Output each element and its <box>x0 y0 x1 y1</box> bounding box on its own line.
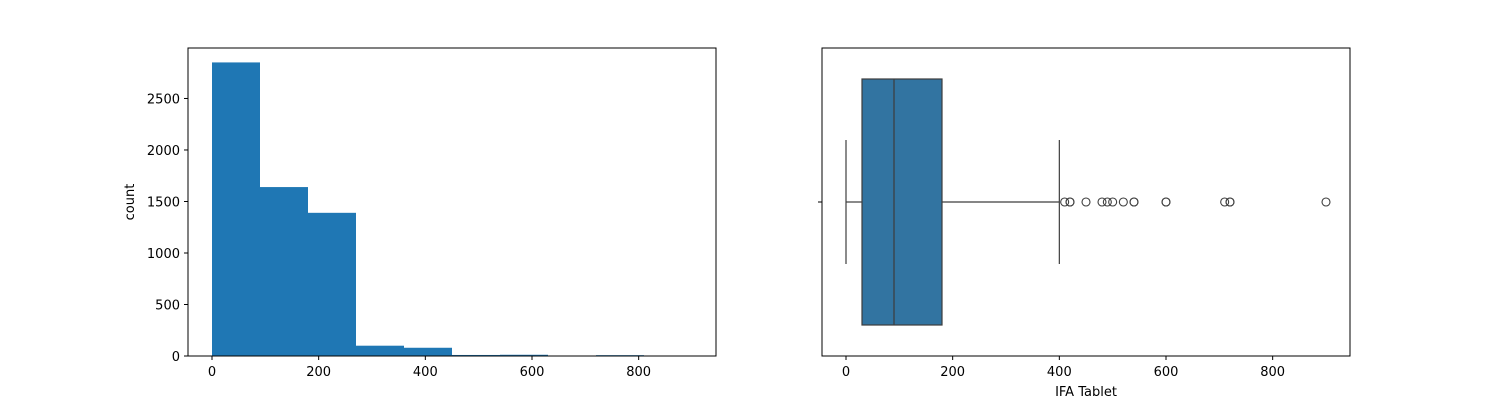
histogram-bar-3 <box>356 345 404 356</box>
boxplot-outlier-14 <box>1225 197 1235 207</box>
histogram-bars <box>212 62 692 356</box>
boxplot-x-tick-label: 0 <box>842 365 850 380</box>
histogram-x-ticks: 0 200 400 600 800 <box>208 356 651 380</box>
histogram-bar-5 <box>452 354 500 356</box>
histogram-y-tick-label: 2000 <box>147 144 180 159</box>
histogram-y-tick-label: 500 <box>155 298 180 313</box>
histogram-x-tick-label: 600 <box>520 365 545 380</box>
histogram-x-tick-label: 200 <box>306 365 331 380</box>
boxplot-panel: 0 200 400 600 800 IFA Tablet <box>818 47 1351 400</box>
boxplot-outlier-7 <box>1118 197 1128 207</box>
histogram-y-ticks: 0 500 1000 1500 2000 2500 <box>147 92 188 365</box>
boxplot-outlier-11 <box>1161 197 1171 207</box>
boxplot-x-tick-label: 400 <box>1047 365 1072 380</box>
boxplot-x-tick-label: 200 <box>940 365 965 380</box>
histogram-bar-1 <box>260 187 308 356</box>
boxplot-x-tick-label: 600 <box>1154 365 1179 380</box>
boxplot-box <box>861 78 943 326</box>
histogram-bar-0 <box>212 62 260 356</box>
histogram-bar-6 <box>500 354 548 356</box>
histogram-x-tick-label: 800 <box>626 365 651 380</box>
histogram-axes-frame <box>187 47 717 357</box>
boxplot-outlier-5 <box>1102 197 1112 207</box>
histogram-y-tick-label: 0 <box>172 350 180 365</box>
boxplot-outlier-6 <box>1108 197 1118 207</box>
boxplot-outlier-9 <box>1129 197 1139 207</box>
histogram-y-tick-label: 1500 <box>147 195 180 210</box>
histogram-y-tick-label: 2500 <box>147 92 180 107</box>
histogram-x-tick-label: 0 <box>208 365 216 380</box>
histogram-y-tick-label: 1000 <box>147 247 180 262</box>
boxplot-outlier-3 <box>1081 197 1091 207</box>
boxplot-elements <box>845 78 1331 326</box>
boxplot-x-ticks: 0 200 400 600 800 <box>842 356 1285 380</box>
boxplot-outlier-12 <box>1220 197 1230 207</box>
histogram-bar-2 <box>308 212 356 356</box>
boxplot-x-axis-label: IFA Tablet <box>1055 385 1117 400</box>
boxplot-outlier-0 <box>1060 197 1070 207</box>
histogram-y-axis-label: count <box>123 184 138 221</box>
boxplot-outlier-15 <box>1321 197 1331 207</box>
boxplot-outlier-4 <box>1097 197 1107 207</box>
histogram-bar-4 <box>404 347 452 356</box>
boxplot-outlier-2 <box>1065 197 1075 207</box>
boxplot-x-tick-label: 800 <box>1260 365 1285 380</box>
histogram-panel: 0 200 400 600 800 0 500 1000 1500 2000 2500 count <box>123 47 717 380</box>
histogram-x-tick-label: 400 <box>413 365 438 380</box>
